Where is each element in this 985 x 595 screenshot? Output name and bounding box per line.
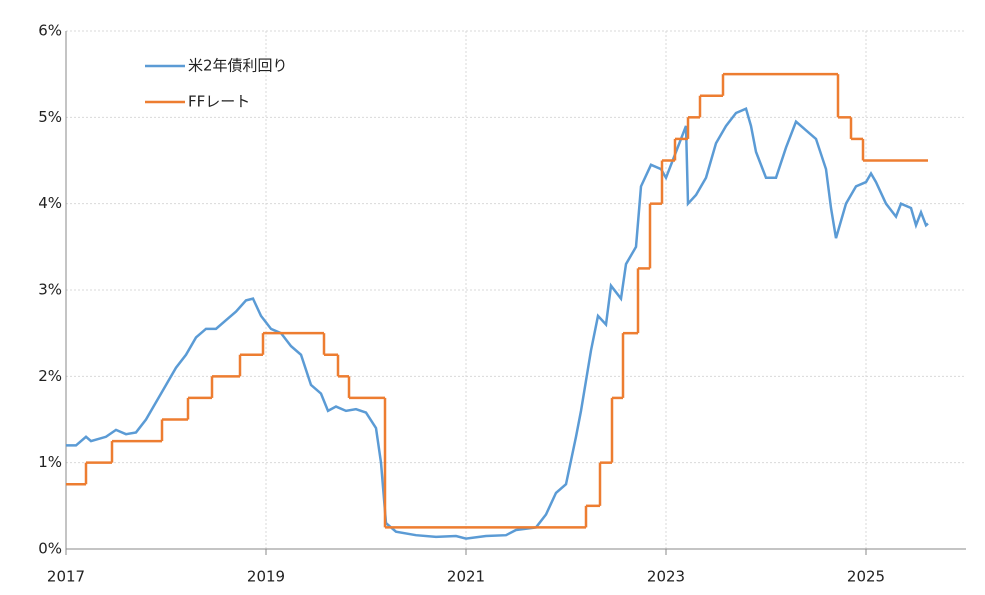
x-tick-label: 2019 [247,568,285,586]
y-tick-label: 1% [38,453,62,471]
y-tick-label: 3% [38,281,62,299]
legend-label: FFレート [188,93,250,111]
x-tick-label: 2017 [47,568,85,586]
x-tick-label: 2021 [447,568,485,586]
y-tick-label: 0% [38,540,62,558]
line [66,106,929,540]
y-tick-label: 6% [38,22,62,40]
x-tick-label: 2023 [647,568,685,586]
x-tick-label: 2025 [847,568,885,586]
y-tick-label: 5% [38,108,62,126]
y-tick-label: 2% [38,367,62,385]
legend-label: 米2年債利回り [188,57,288,75]
y-tick-label: 4% [38,194,62,212]
